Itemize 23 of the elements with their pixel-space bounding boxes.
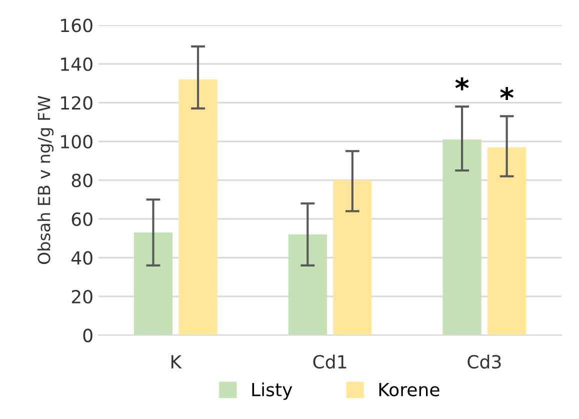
y-tick-label: 60	[72, 212, 92, 226]
y-tick-label: 120	[61, 96, 92, 110]
y-tick-label: 160	[61, 18, 92, 32]
y-tick-label: 0	[83, 328, 92, 342]
bar	[442, 139, 482, 336]
y-axis-title: Obsah EB v ng/g FW	[37, 96, 54, 264]
x-tick-label: Cd1	[313, 354, 346, 369]
y-tick-label: 40	[71, 251, 92, 265]
annotation: *	[500, 87, 514, 100]
bar	[288, 234, 327, 336]
annotation: *	[455, 77, 469, 90]
y-tick-label: 100	[61, 134, 92, 149]
y-tick-label: 140	[61, 57, 92, 72]
x-tick-label: Cd3	[468, 354, 501, 369]
bar	[488, 147, 526, 336]
bar	[134, 232, 173, 336]
bar	[178, 79, 218, 336]
legend-label: Korene	[379, 383, 440, 396]
legend-label: Listy	[252, 382, 292, 400]
x-tick-label: K	[171, 355, 182, 368]
bar	[333, 180, 372, 336]
y-tick-label: 80	[72, 174, 92, 188]
y-tick-label: 20	[72, 290, 92, 304]
